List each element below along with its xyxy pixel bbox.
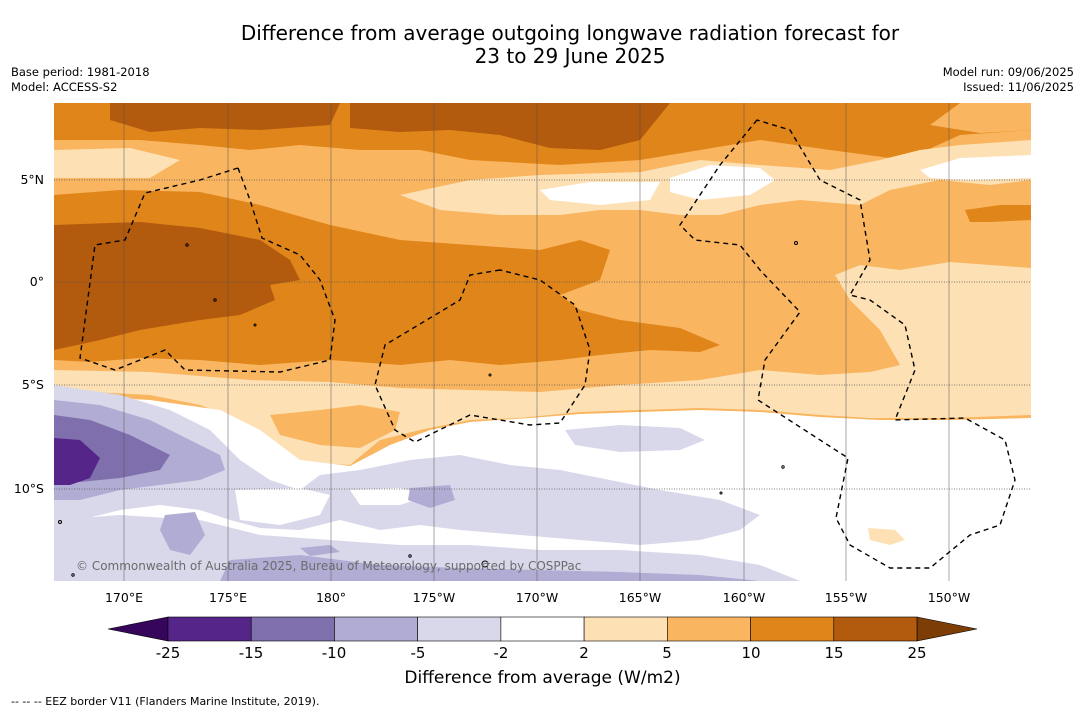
band-15-25-equator bbox=[54, 222, 300, 350]
colorbar: -25 -15 -10 -5 -2 2 5 10 15 25 bbox=[107, 616, 978, 662]
colorbar-box-3 bbox=[417, 616, 502, 642]
colorbar-box-8 bbox=[833, 616, 918, 642]
lon-label-170w: 170°W bbox=[516, 590, 558, 605]
model-run: Model run: 09/06/2025 bbox=[942, 65, 1074, 79]
island bbox=[488, 373, 492, 377]
colorbar-box-0 bbox=[167, 616, 252, 642]
islands bbox=[58, 241, 798, 577]
cbar-tick-8: 15 bbox=[824, 644, 843, 662]
band-neutral-hole-a bbox=[235, 488, 330, 525]
lat-label-5s: 5°S bbox=[22, 377, 44, 392]
island bbox=[71, 573, 75, 577]
meta-right: Model run: 09/06/2025 Issued: 11/06/2025 bbox=[943, 65, 1074, 95]
island bbox=[781, 465, 785, 469]
band-neg25-neg15 bbox=[54, 438, 100, 485]
band-neg10-neg5-d bbox=[220, 555, 760, 581]
cbar-tick-5: 2 bbox=[579, 644, 589, 662]
lat-label-10s: 10°S bbox=[14, 481, 44, 496]
band-neg5-neg2-c bbox=[565, 425, 705, 452]
lat-labels: 5°N 0° 5°S 10°S bbox=[14, 172, 44, 496]
cbar-tick-4: -2 bbox=[494, 644, 509, 662]
band-neutral-north-a bbox=[540, 182, 660, 205]
issued-date: Issued: 11/06/2025 bbox=[963, 80, 1074, 94]
lon-labels: 170°E 175°E 180° 175°W 170°W 165°W 160°W… bbox=[105, 590, 970, 605]
colorbar-box-4 bbox=[500, 616, 585, 642]
title-line-1: Difference from average outgoing longwav… bbox=[240, 21, 900, 45]
band-5-10-ne bbox=[930, 103, 1031, 133]
lon-label-175e: 175°E bbox=[209, 590, 247, 605]
cbar-tick-3: -5 bbox=[411, 644, 426, 662]
base-period: Base period: 1981-2018 bbox=[11, 65, 150, 79]
island bbox=[794, 241, 798, 245]
island bbox=[481, 560, 489, 568]
lon-label-170e: 170°E bbox=[105, 590, 143, 605]
colorbar-box-2 bbox=[334, 616, 418, 642]
cbar-tick-2: -10 bbox=[322, 644, 347, 662]
colorbar-box-7 bbox=[750, 616, 835, 642]
lon-label-160w: 160°W bbox=[723, 590, 765, 605]
cbar-tick-0: -25 bbox=[156, 644, 181, 662]
eez-tokelau bbox=[374, 269, 591, 443]
band-10-15-east bbox=[965, 205, 1031, 222]
model-name: Model: ACCESS-S2 bbox=[11, 80, 118, 94]
band-neutral-north-c bbox=[920, 155, 1031, 180]
island bbox=[58, 520, 62, 524]
lat-label-5n: 5°N bbox=[20, 172, 44, 187]
colorbar-under-arrow bbox=[107, 616, 169, 642]
band-15-25-north-b bbox=[350, 103, 670, 150]
lat-label-0: 0° bbox=[30, 274, 44, 289]
eez-line-islands bbox=[679, 119, 1016, 569]
band-5-10-south bbox=[270, 405, 400, 448]
lon-label-180: 180° bbox=[316, 590, 346, 605]
lon-label-165w: 165°W bbox=[619, 590, 661, 605]
island bbox=[185, 243, 189, 247]
colorbar-boxes bbox=[167, 616, 918, 642]
colorbar-box-1 bbox=[250, 616, 335, 642]
island bbox=[213, 298, 217, 302]
cbar-tick-6: 5 bbox=[662, 644, 672, 662]
band-neg10-neg5-c bbox=[408, 485, 455, 508]
eez-tuvalu-kiribati-west bbox=[79, 167, 336, 373]
cbar-tick-7: 10 bbox=[741, 644, 760, 662]
eez-borders bbox=[79, 119, 1016, 569]
cbar-tick-1: -15 bbox=[239, 644, 264, 662]
lon-label-150w: 150°W bbox=[928, 590, 970, 605]
band-neg5-neg2-a bbox=[54, 385, 760, 545]
island bbox=[253, 323, 257, 327]
eez-legend-note: -- -- -- EEZ border V11 (Flanders Marine… bbox=[11, 695, 320, 708]
band-neutral-north-b bbox=[670, 165, 775, 200]
cbar-tick-9: 25 bbox=[907, 644, 926, 662]
island bbox=[408, 554, 412, 558]
band-2-5-spot bbox=[868, 528, 905, 545]
colorbar-box-6 bbox=[667, 616, 751, 642]
anomaly-field bbox=[54, 103, 1031, 581]
band-2-5-nw bbox=[54, 148, 180, 178]
colorbar-title: Difference from average (W/m2) bbox=[404, 668, 681, 688]
lon-label-155w: 155°W bbox=[825, 590, 867, 605]
colorbar-over-arrow bbox=[916, 616, 978, 642]
lon-label-175w: 175°W bbox=[413, 590, 455, 605]
band-15-25-north-a bbox=[110, 103, 340, 132]
title-line-2: 23 to 29 June 2025 bbox=[474, 44, 666, 68]
map-title: Difference from average outgoing longwav… bbox=[0, 22, 1085, 68]
meta-left: Base period: 1981-2018 Model: ACCESS-S2 bbox=[11, 65, 150, 95]
colorbar-tick-labels: -25 -15 -10 -5 -2 2 5 10 15 25 bbox=[156, 644, 927, 662]
island bbox=[719, 491, 723, 495]
colorbar-box-5 bbox=[583, 616, 668, 642]
band-neg10-neg5-e bbox=[300, 545, 340, 556]
copyright-notice: © Commonwealth of Australia 2025, Bureau… bbox=[76, 559, 581, 573]
band-neg10-neg5-b bbox=[160, 512, 205, 555]
grid-lon bbox=[123, 103, 950, 581]
